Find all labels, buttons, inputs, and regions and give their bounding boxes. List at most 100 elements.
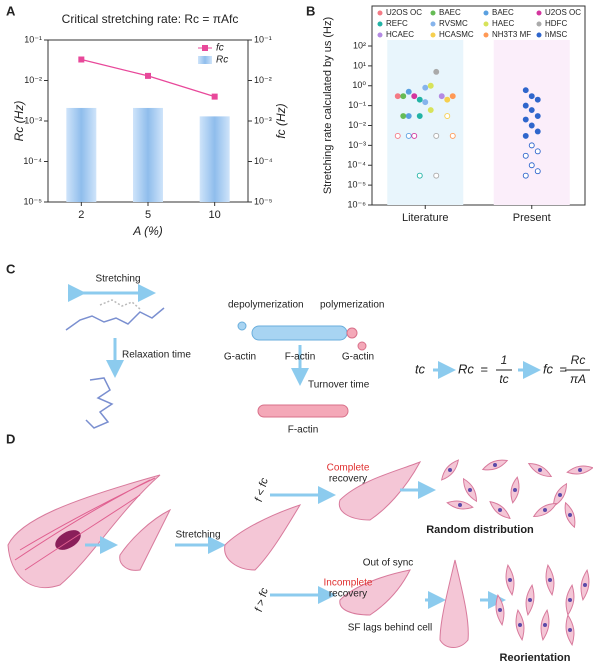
legend-label: U2OS OC [545,8,581,17]
point [416,113,423,119]
point [427,82,434,89]
nucleus [508,578,512,582]
point [534,168,541,175]
legend-swatch [202,45,208,51]
label: Random distribution [426,524,534,536]
legend-label: HAEC [492,19,514,28]
point [528,142,535,149]
eq-term: = [559,361,567,376]
nucleus [513,488,517,492]
legend-swatch [483,10,489,16]
eq-term: Rc [458,361,474,376]
legend-swatch [536,21,542,27]
point [405,88,412,95]
eq-term: Rc [571,353,586,367]
x-tick-label: 2 [78,209,84,221]
label: Out of sync [363,558,414,569]
label: recovery [329,589,367,600]
y-tick-label: 10⁻⁵ [348,180,367,190]
nucleus [543,508,547,512]
y-tick-label: 10⁻⁴ [347,160,366,170]
nucleus [543,623,547,627]
legend-label: BAEC [492,8,514,17]
point [416,96,423,103]
marker [211,93,218,100]
nucleus [448,468,452,472]
nucleus [528,598,532,602]
point [438,93,445,100]
nucleus [458,503,462,507]
label: Relaxation time [122,350,191,361]
point [394,132,401,139]
legend-label: HDFC [545,19,567,28]
label: Turnover time [308,380,370,391]
x-axis-label: A (%) [132,224,163,238]
legend-swatch [377,32,383,38]
point [534,113,541,119]
point [411,132,418,139]
panel-label: C [6,261,16,276]
y2-tick-label: 10⁻⁵ [254,196,273,206]
nucleus [498,608,502,612]
y-tick-label: 10⁻⁶ [348,199,367,209]
legend-label: hMSC [545,30,567,39]
panel-label: D [6,431,15,446]
nucleus [578,468,582,472]
point [449,132,456,139]
nucleus [583,583,587,587]
marker [78,56,85,63]
equation: tc Rc = 1 tc fc = Rc πA [415,353,586,386]
point [433,68,440,75]
nucleus [568,628,572,632]
legend-label: HCAEC [386,30,414,39]
point [433,132,440,139]
legend-label: NH3T3 MF [492,30,531,39]
point [411,93,418,100]
point [422,84,429,91]
x-tick-label: Literature [402,212,448,224]
bar [133,107,163,202]
legend-label: U2OS OC [386,8,422,17]
bar [199,116,230,202]
nucleus [538,468,542,472]
point [433,172,440,179]
point [534,128,541,135]
panel-label: A [6,3,16,18]
point [522,132,529,139]
y-tick-label: 10⁻¹ [348,100,366,110]
x-tick-label: 10 [209,209,221,221]
point [405,113,412,119]
point [528,122,535,129]
point [444,113,451,119]
y-tick-label: 10² [353,40,366,50]
legend-label: fc [216,43,224,54]
y-tick-label: 10⁻³ [24,115,42,125]
y-tick-label: 10⁻⁴ [23,156,42,166]
y2-tick-label: 10⁻³ [254,115,272,125]
label: F-actin [288,425,319,436]
point [528,162,535,169]
y-axis-label: Rc (Hz) [12,101,26,142]
group-band [387,40,464,205]
label: Stretching [175,530,220,541]
legend-swatch [483,32,489,38]
legend-label: BAEC [439,8,461,17]
x-tick-label: Present [513,212,551,224]
legend-label: HCASMC [439,30,474,39]
label: depolymerization [228,300,304,311]
y-tick-label: 10⁰ [352,80,366,90]
label: recovery [329,474,367,485]
point [528,107,535,113]
y-tick-label: 10¹ [353,60,366,70]
point [522,102,529,109]
point [522,87,529,94]
label: G-actin [342,352,374,363]
eq-term: πA [570,372,586,386]
y-tick-label: 10⁻¹ [24,34,42,44]
panel-label: B [306,3,315,18]
label: SF lags behind cell [348,623,433,634]
label: Incomplete [324,578,373,589]
point [534,148,541,155]
point [394,93,401,100]
